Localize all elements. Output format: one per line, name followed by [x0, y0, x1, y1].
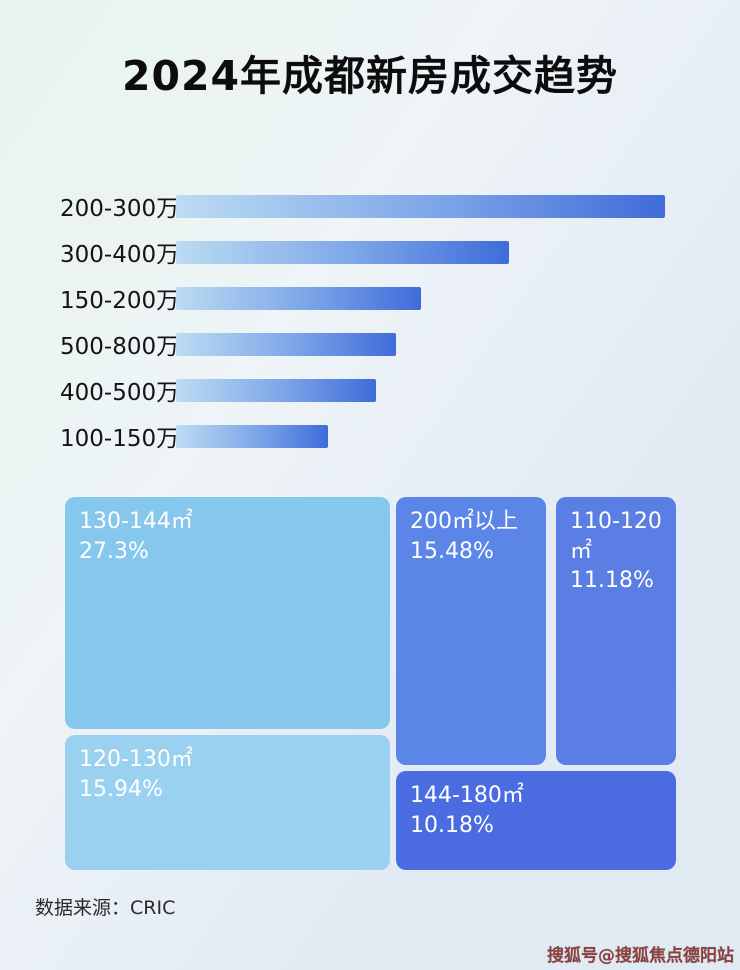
treemap-tile-120-130: 120-130㎡ 15.94%: [65, 735, 390, 870]
tile-value: 11.18%: [570, 568, 654, 594]
bar-row: 400-500万: [60, 367, 665, 413]
bar: [176, 332, 397, 356]
treemap-chart: 130-144㎡ 27.3% 200㎡以上 15.48% 110-120㎡ 11…: [65, 497, 676, 870]
bar-track: [176, 240, 665, 264]
bar-row: 500-800万: [60, 321, 665, 367]
bar-track: [176, 424, 665, 448]
bar-category-label: 200-300万: [60, 196, 180, 222]
bar: [176, 194, 665, 218]
tile-value: 27.3%: [79, 538, 149, 564]
bar: [176, 286, 421, 310]
bar-category-label: 100-150万: [60, 426, 180, 452]
bar-row: 100-150万: [60, 413, 665, 459]
tile-label: 144-180㎡: [410, 783, 524, 808]
tile-label: 130-144㎡: [79, 509, 193, 534]
bar: [176, 240, 509, 264]
page-title: 2024年成都新房成交趋势: [121, 52, 619, 100]
tile-value: 15.48%: [410, 538, 494, 564]
tile-value: 10.18%: [410, 812, 494, 838]
bar-category-label: 400-500万: [60, 380, 180, 406]
bar-row: 150-200万: [60, 275, 665, 321]
treemap-tile-130-144: 130-144㎡ 27.3%: [65, 497, 390, 729]
bar: [176, 378, 377, 402]
bar-track: [176, 378, 665, 402]
bar-track: [176, 332, 665, 356]
bar: [176, 424, 328, 448]
bar-row: 200-300万: [60, 183, 665, 229]
bar-track: [176, 286, 665, 310]
bar-row: 300-400万: [60, 229, 665, 275]
tile-label: 200㎡以上: [410, 509, 518, 534]
bar-category-label: 500-800万: [60, 334, 180, 360]
bar-category-label: 300-400万: [60, 242, 180, 268]
treemap-tile-110-120: 110-120㎡ 11.18%: [556, 497, 676, 765]
bar-category-label: 150-200万: [60, 288, 180, 314]
treemap-tile-144-180: 144-180㎡ 10.18%: [396, 771, 676, 870]
tile-value: 15.94%: [79, 776, 163, 802]
bar-track: [176, 194, 665, 218]
tile-label: 120-130㎡: [79, 747, 193, 772]
data-source-label: 数据来源：CRIC: [35, 897, 176, 919]
watermark-text: 搜狐号@搜狐焦点德阳站: [547, 946, 734, 966]
bar-chart: 200-300万 300-400万 150-200万 500-800万 400-…: [60, 183, 665, 459]
treemap-tile-200-plus: 200㎡以上 15.48%: [396, 497, 546, 765]
tile-label: 110-120㎡: [570, 509, 662, 564]
